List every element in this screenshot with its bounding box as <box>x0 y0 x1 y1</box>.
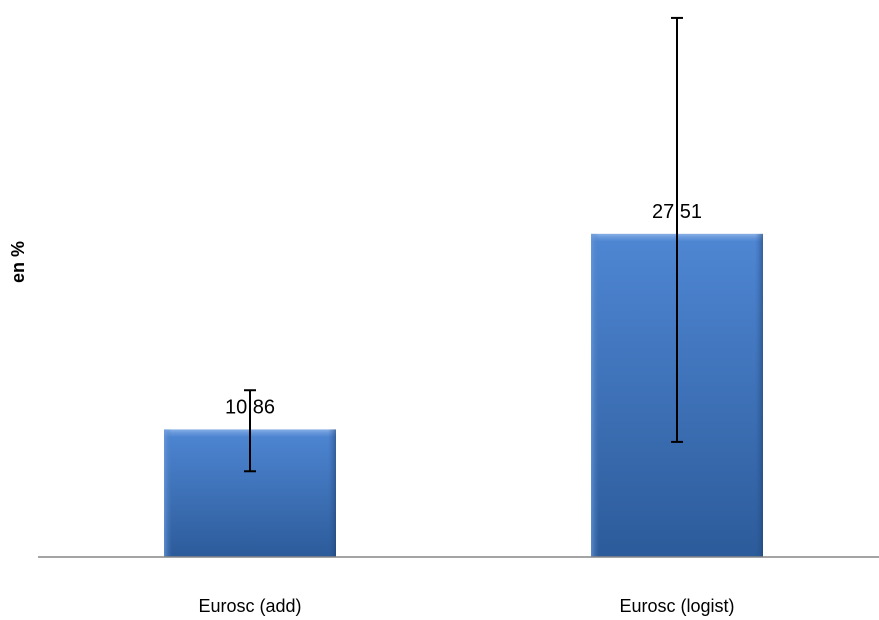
bar-bevel-right <box>755 233 763 558</box>
data-labels-layer: 10,86 27,51 <box>225 201 702 419</box>
error-bars-layer <box>244 16 683 473</box>
x-tick-labels-layer: Eurosc (add) Eurosc (logist) <box>198 596 734 616</box>
bars-layer <box>164 233 763 558</box>
error-bar <box>671 16 683 443</box>
bar-bevel-right <box>328 429 336 557</box>
bar-bevel-left <box>164 429 172 557</box>
error-bar <box>244 389 256 473</box>
y-axis-label: en % <box>8 241 28 283</box>
bar-bevel-left <box>591 233 599 558</box>
data-label: 27,51 <box>652 201 702 223</box>
x-tick-label: Eurosc (add) <box>198 596 301 616</box>
data-label: 10,86 <box>225 396 275 418</box>
x-tick-label: Eurosc (logist) <box>619 596 734 616</box>
